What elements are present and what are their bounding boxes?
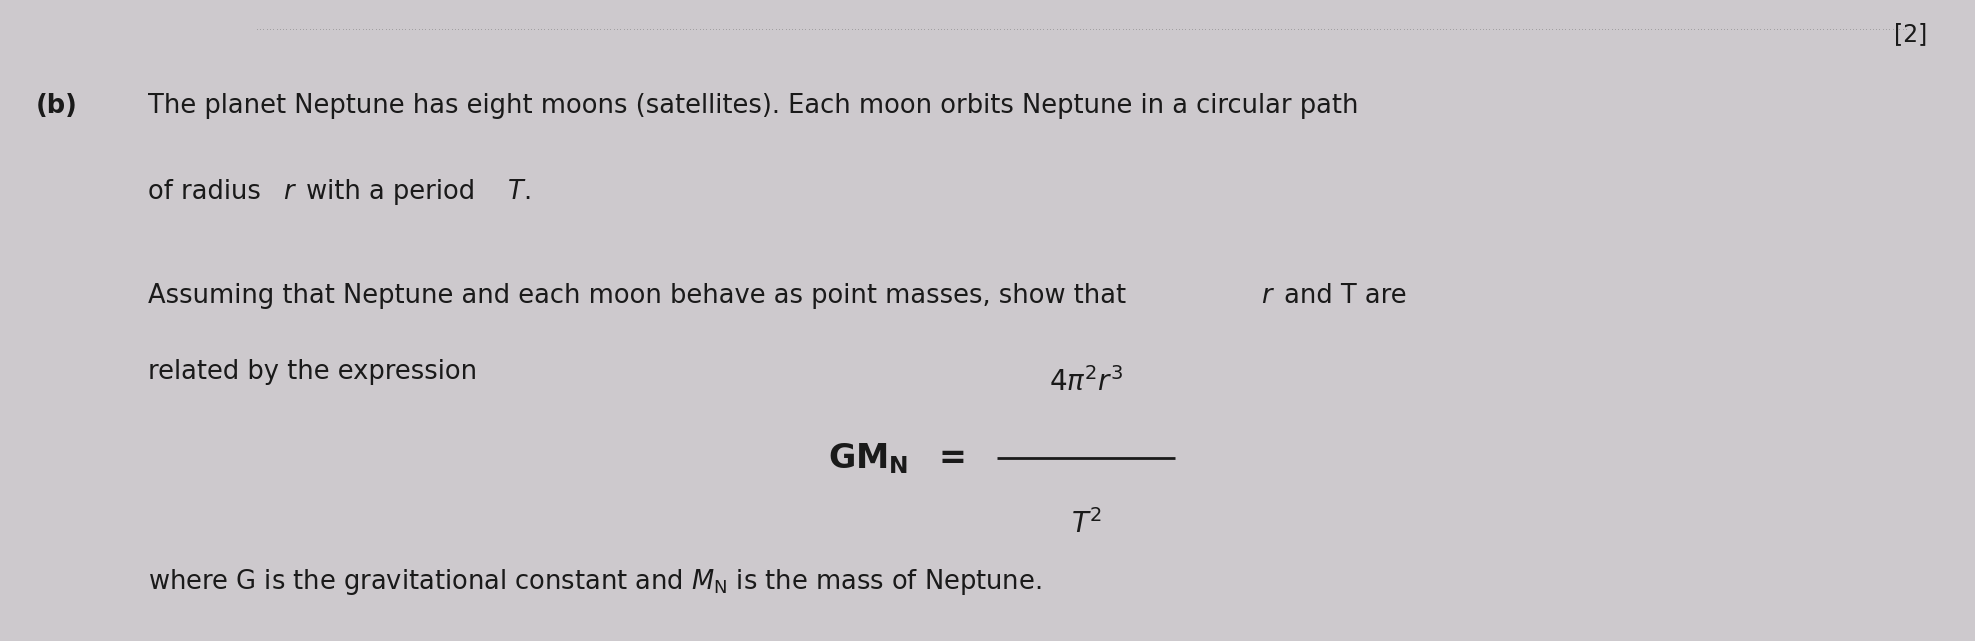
- Text: $T^2$: $T^2$: [1070, 510, 1102, 540]
- Text: (b): (b): [36, 93, 77, 119]
- Text: =: =: [938, 442, 966, 475]
- Text: $\mathbf{GM_N}$: $\mathbf{GM_N}$: [828, 441, 908, 476]
- Text: where G is the gravitational constant and $M_\mathrm{N}$ is the mass of Neptune.: where G is the gravitational constant an…: [148, 567, 1041, 597]
- Text: .: .: [523, 179, 531, 206]
- Text: with a period: with a period: [298, 179, 484, 206]
- Text: and T are: and T are: [1276, 283, 1406, 310]
- Text: Assuming that Neptune and each moon behave as point masses, show that: Assuming that Neptune and each moon beha…: [148, 283, 1134, 310]
- Text: r: r: [284, 179, 294, 206]
- Text: of radius: of radius: [148, 179, 269, 206]
- Text: r: r: [1260, 283, 1272, 310]
- Text: related by the expression: related by the expression: [148, 359, 478, 385]
- Text: $4\pi^2r^3$: $4\pi^2r^3$: [1049, 367, 1124, 397]
- Text: The planet Neptune has eight moons (satellites). Each moon orbits Neptune in a c: The planet Neptune has eight moons (sate…: [148, 93, 1359, 119]
- Text: T: T: [508, 179, 523, 206]
- Text: [2]: [2]: [1894, 22, 1928, 46]
